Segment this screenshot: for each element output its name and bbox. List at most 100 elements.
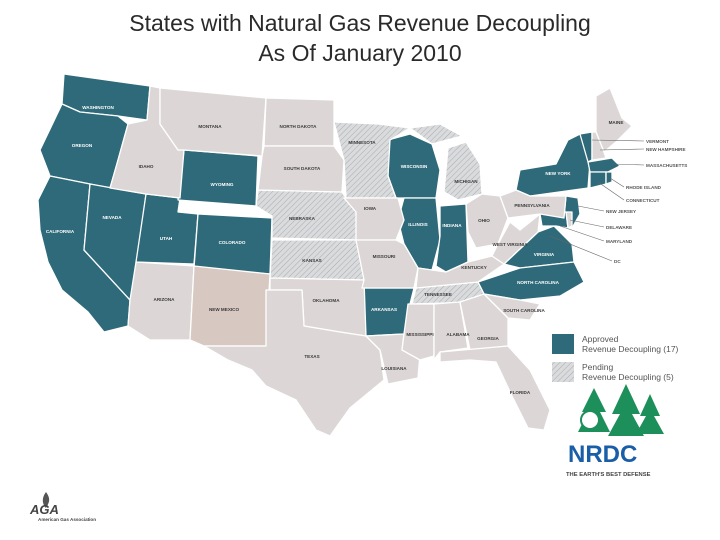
state-alabama: [433, 301, 469, 361]
label-montana: MONTANA: [198, 124, 222, 129]
pending-states: [255, 121, 485, 305]
bear-icon: [580, 410, 600, 430]
label-south-dakota: SOUTH DAKOTA: [284, 166, 321, 171]
callout-connecticut: CONNECTICUT: [626, 198, 660, 203]
label-utah: UTAH: [160, 236, 173, 241]
callout-delaware: DELAWARE: [606, 225, 632, 230]
label-california: CALIFORNIA: [46, 229, 75, 234]
state-pennsylvania: [499, 189, 567, 219]
label-iowa: IOWA: [364, 206, 377, 211]
callout-maryland: MARYLAND: [606, 239, 633, 244]
callout-labels: VERMONT NEW HAMPSHIRE MASSACHUSETTS RHOD…: [606, 139, 687, 264]
label-wisconsin: WISCONSIN: [401, 164, 428, 169]
label-mississippi: MISSISSIPPI: [406, 332, 433, 337]
legend-approved-line2: Revenue Decoupling (17): [582, 344, 679, 354]
aga-name: American Gas Association: [38, 517, 96, 522]
legend-pending-swatch: [552, 362, 574, 382]
title-line-1: States with Natural Gas Revenue Decoupli…: [129, 10, 591, 36]
legend-approved-line1: Approved: [582, 334, 619, 344]
page-title: States with Natural Gas Revenue Decoupli…: [0, 8, 720, 68]
legend: Approved Revenue Decoupling (17) Pending…: [552, 334, 679, 382]
nrdc-wordmark: NRDC: [568, 441, 637, 468]
label-north-dakota: NORTH DAKOTA: [280, 124, 318, 129]
other-states: [109, 85, 633, 437]
nrdc-logo: NRDC THE EARTH'S BEST DEFENSE: [566, 384, 664, 478]
label-louisiana: LOUISIANA: [381, 366, 407, 371]
label-new-mexico: NEW MEXICO: [209, 307, 240, 312]
label-alabama: ALABAMA: [446, 332, 470, 337]
state-michigan: [443, 141, 483, 201]
label-idaho: IDAHO: [139, 164, 154, 169]
label-oregon: OREGON: [72, 143, 93, 148]
label-missouri: MISSOURI: [373, 254, 396, 259]
label-virginia: VIRGINIA: [534, 252, 555, 257]
tree-icon: [608, 384, 644, 436]
aga-logo: AGA American Gas Association: [29, 492, 96, 522]
callout-dc: DC: [614, 259, 621, 264]
label-maine: MAINE: [609, 120, 624, 125]
callout-new-jersey: NEW JERSEY: [606, 209, 636, 214]
callout-massachusetts: MASSACHUSETTS: [646, 163, 687, 168]
state-michigan-up: [409, 123, 463, 145]
state-montana: [159, 87, 267, 157]
state-north-dakota: [263, 97, 335, 147]
state-ohio: [465, 193, 509, 249]
nrdc-tagline: THE EARTH'S BEST DEFENSE: [566, 472, 651, 478]
state-new-hampshire: [591, 131, 607, 161]
label-kentucky: KENTUCKY: [461, 265, 487, 270]
label-florida: FLORIDA: [510, 390, 531, 395]
label-arkansas: ARKANSAS: [371, 307, 397, 312]
label-indiana: INDIANA: [442, 223, 462, 228]
state-labels: WASHINGTON OREGON CALIFORNIA NEVADA UTAH…: [46, 105, 624, 395]
label-nebraska: NEBRASKA: [289, 216, 316, 221]
state-new-york: [515, 133, 591, 197]
legend-pending-line2: Revenue Decoupling (5): [582, 372, 674, 382]
label-north-carolina: NORTH CAROLINA: [517, 280, 560, 285]
aga-wordmark: AGA: [29, 502, 59, 517]
legend-approved-swatch: [552, 334, 574, 354]
label-texas: TEXAS: [304, 354, 319, 359]
label-tennessee: TENNESSEE: [424, 292, 452, 297]
label-west-virginia: WEST VIRGINIA: [493, 242, 529, 247]
state-west-virginia: [491, 213, 541, 265]
state-nebraska: [255, 189, 361, 241]
label-illinois: ILLINOIS: [408, 222, 427, 227]
callout-rhode-island: RHODE ISLAND: [626, 185, 662, 190]
label-georgia: GEORGIA: [477, 336, 499, 341]
state-wyoming: [177, 149, 259, 207]
tree-icon: [636, 394, 664, 434]
label-pennsylvania: PENNSYLVANIA: [514, 203, 550, 208]
label-oklahoma: OKLAHOMA: [312, 298, 340, 303]
label-kansas: KANSAS: [302, 258, 321, 263]
label-ohio: OHIO: [478, 218, 490, 223]
label-colorado: COLORADO: [219, 240, 246, 245]
state-minnesota: [333, 121, 411, 199]
label-south-carolina: SOUTH CAROLINA: [503, 308, 545, 313]
legend-pending-line1: Pending: [582, 362, 613, 372]
state-massachusetts: [587, 157, 621, 173]
state-florida: [439, 345, 551, 431]
state-utah: [135, 193, 199, 265]
state-delaware: [565, 211, 573, 229]
label-washington: WASHINGTON: [82, 105, 114, 110]
state-georgia: [459, 293, 509, 351]
flame-icon: [42, 492, 50, 508]
label-michigan: MICHIGAN: [454, 179, 478, 184]
label-new-york: NEW YORK: [545, 171, 571, 176]
state-new-mexico: [189, 265, 271, 347]
callout-vermont: VERMONT: [646, 139, 669, 144]
title-line-2: As Of January 2010: [258, 40, 462, 66]
label-nevada: NEVADA: [102, 215, 122, 220]
state-south-dakota: [257, 145, 345, 193]
northeast-callouts: [549, 139, 645, 262]
label-wyoming: WYOMING: [211, 182, 234, 187]
state-texas: [203, 289, 385, 437]
label-minnesota: MINNESOTA: [348, 140, 376, 145]
label-arizona: ARIZONA: [154, 297, 176, 302]
state-rhode-island: [605, 171, 613, 185]
state-indiana: [435, 203, 469, 273]
state-missouri: [355, 239, 419, 289]
callout-new-hampshire: NEW HAMPSHIRE: [646, 147, 686, 152]
state-south-carolina: [483, 293, 541, 321]
